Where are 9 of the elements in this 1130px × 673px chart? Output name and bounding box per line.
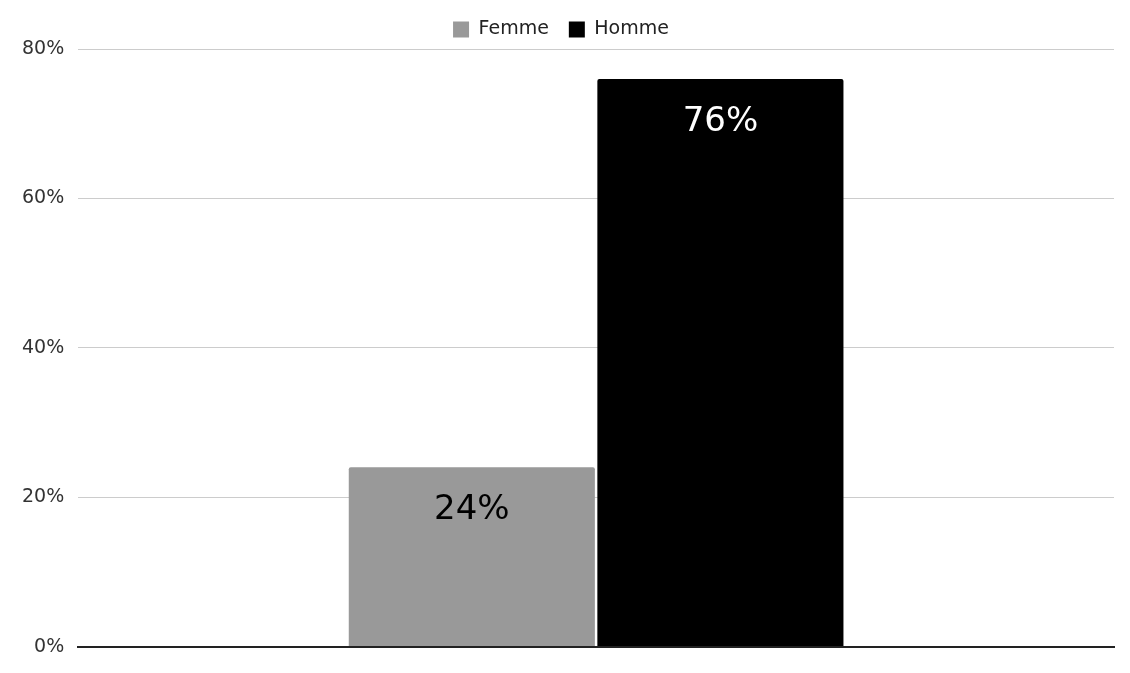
y-tick-label: 80% [22,35,65,58]
y-tick-label: 0% [34,633,65,656]
y-tick-label: 20% [22,484,65,507]
legend-label: Femme [478,16,549,39]
data-label: 24% [434,487,510,528]
legend-label: Homme [594,16,669,39]
data-label: 76% [682,98,759,139]
y-tick-label: 40% [22,334,65,357]
y-tick-label: 60% [22,185,65,208]
